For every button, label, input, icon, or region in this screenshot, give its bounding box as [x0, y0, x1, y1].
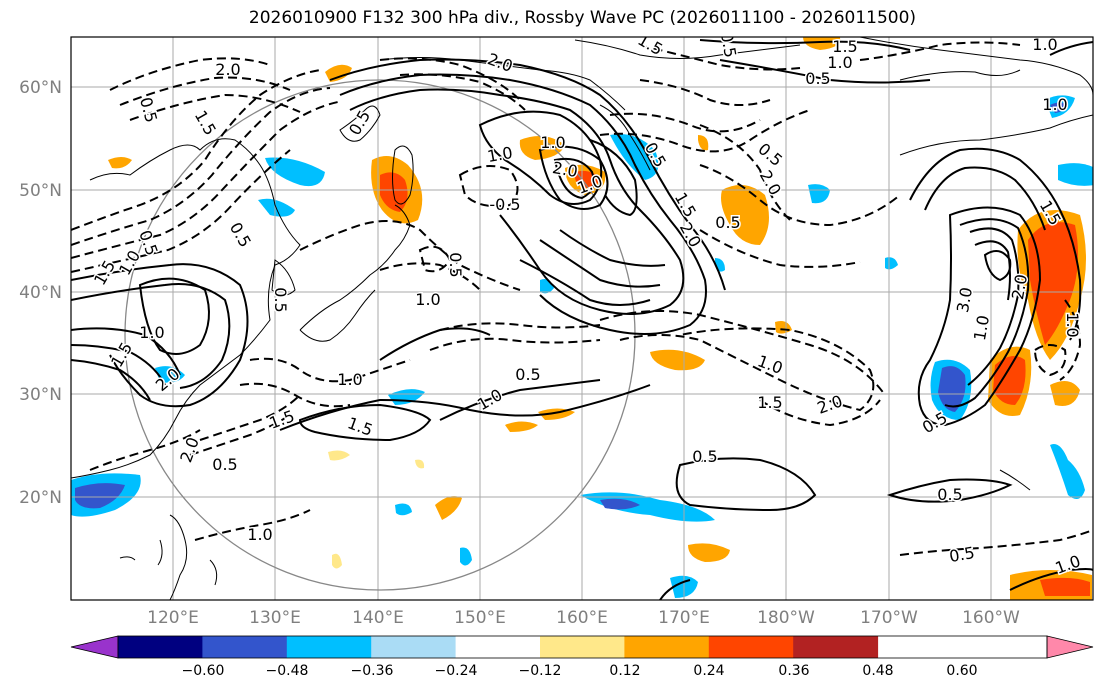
lon-label: 150°E: [454, 608, 506, 628]
contour-label: 1.0: [1032, 35, 1057, 54]
contour-label: 1.0: [337, 370, 362, 389]
contour-label: 1.5: [757, 393, 782, 412]
contour-label: 1.0: [827, 53, 852, 72]
lat-label: 40°N: [19, 283, 62, 303]
lon-label: 170°E: [658, 608, 710, 628]
contour-label: 0.5: [692, 447, 717, 466]
colorbar-min-arrow: [70, 635, 119, 659]
colorbar: [70, 635, 1094, 659]
contour-label: 2.0: [215, 60, 240, 79]
colorbar-tick-label: −0.36: [351, 663, 394, 679]
negative-contours: [71, 41, 1093, 556]
graticule: [71, 37, 1093, 600]
contour-label: 0.5: [271, 287, 290, 312]
colorbar-ticks: −0.60 −0.48 −0.36 −0.24 −0.12 0.12 0.24 …: [182, 663, 978, 679]
contour-label: 1.0: [1042, 95, 1067, 114]
colorbar-segment: [455, 636, 541, 658]
lat-label: 60°N: [19, 78, 62, 98]
colorbar-tick-label: 0.60: [946, 663, 977, 679]
lat-label: 20°N: [19, 488, 62, 508]
contour-label: 0.5: [937, 485, 962, 504]
lon-label: 120°E: [147, 608, 199, 628]
contour-label: 0.5: [515, 365, 540, 384]
positive-contours: [71, 39, 1093, 600]
contour-label: 2.0: [1008, 273, 1031, 301]
lon-label: 170°W: [860, 608, 918, 628]
contour-label: 2.0: [551, 158, 579, 181]
colorbar-outline: [117, 635, 1048, 659]
contour-label: 3.0: [953, 286, 976, 314]
contour-label: 0.5: [805, 69, 830, 88]
colorbar-segment: [793, 636, 879, 658]
contour-label: -0.5: [489, 195, 520, 214]
contour-label: 1.0: [247, 525, 272, 544]
colorbar-tick-label: −0.24: [435, 663, 478, 679]
contour-label: 1.0: [540, 133, 565, 152]
map-frame: [70, 36, 1094, 601]
colorbar-segment: [371, 636, 457, 658]
lon-label: 130°E: [249, 608, 301, 628]
latitude-labels: 60°N 50°N 40°N 30°N 20°N: [19, 78, 62, 508]
contour-label: 0.5: [715, 213, 740, 232]
contour-label: 1.0: [1063, 312, 1082, 337]
contour-label: 0.5: [717, 31, 740, 59]
contour-label: 1.0: [415, 290, 440, 309]
longitude-labels: 120°E 130°E 140°E 150°E 160°E 170°E 180°…: [147, 608, 1020, 628]
contour-label: 1.5: [832, 37, 857, 56]
colorbar-tick-label: 0.24: [693, 663, 724, 679]
lon-label: 180°W: [757, 608, 815, 628]
contour-label: 0.5: [212, 455, 237, 474]
colorbar-tick-label: −0.12: [519, 663, 562, 679]
divergence-shading: [71, 37, 1093, 600]
lon-label: 160°E: [556, 608, 608, 628]
colorbar-segment: [286, 636, 372, 658]
lat-label: 50°N: [19, 181, 62, 201]
lon-label: 160°W: [962, 608, 1020, 628]
colorbar-tick-label: 0.12: [609, 663, 640, 679]
colorbar-segment: [540, 636, 625, 658]
colorbar-tick-label: −0.60: [182, 663, 225, 679]
colorbar-tick-label: −0.48: [266, 663, 309, 679]
contour-label: 0.5: [446, 252, 465, 277]
colorbar-segment: [118, 636, 203, 658]
colorbar-segment: [708, 636, 794, 658]
colorbar-max-arrow: [1046, 635, 1094, 659]
lon-label: 140°E: [352, 608, 404, 628]
colorbar-segment: [624, 636, 710, 658]
contour-label: 0.5: [948, 543, 976, 566]
colorbar-tick-label: 0.36: [778, 663, 809, 679]
contour-label: 1.0: [139, 323, 164, 342]
map-title: 2026010900 F132 300 hPa div., Rossby Wav…: [248, 8, 917, 28]
colorbar-tick-label: 0.48: [862, 663, 893, 679]
reference-circle: [124, 79, 636, 591]
colorbar-segment: [202, 636, 288, 658]
lat-label: 30°N: [19, 385, 62, 405]
